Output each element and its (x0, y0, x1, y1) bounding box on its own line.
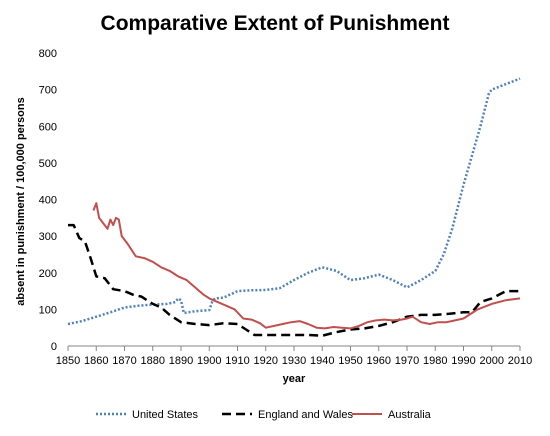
y-tick-label: 100 (39, 304, 57, 316)
x-axis-label: year (283, 373, 306, 385)
x-tick-label: 1980 (423, 355, 447, 367)
x-tick-label: 1930 (282, 355, 306, 367)
y-tick-label: 400 (39, 195, 57, 207)
legend-label: United States (132, 409, 199, 421)
y-tick-label: 800 (39, 48, 57, 60)
x-tick-label: 1880 (141, 355, 165, 367)
x-tick-label: 1900 (197, 355, 221, 367)
y-tick-label: 600 (39, 121, 57, 133)
y-axis-ticks: 0 100 200 300 400 500 600 700 800 (39, 48, 57, 353)
y-tick-label: 200 (39, 268, 57, 280)
series-line-england-and-wales (68, 223, 520, 337)
legend-label: Australia (388, 409, 432, 421)
x-tick-label: 1940 (310, 355, 334, 367)
series-line-united-states (67, 77, 521, 326)
x-tick-label: 1950 (338, 355, 362, 367)
x-tick-label: 1870 (112, 355, 136, 367)
y-tick-label: 500 (39, 158, 57, 170)
y-tick-label: 300 (39, 231, 57, 243)
x-tick-label: 1910 (225, 355, 249, 367)
chart-title: Comparative Extent of Punishment (101, 12, 450, 35)
x-tick-label: 1890 (169, 355, 193, 367)
x-tick-label: 1850 (56, 355, 80, 367)
series-line-australia (92, 202, 521, 330)
y-tick-label: 700 (39, 85, 57, 97)
legend-label: England and Wales (258, 409, 353, 421)
x-tick-label: 2010 (508, 355, 532, 367)
x-tick-label: 1920 (254, 355, 278, 367)
y-tick-label: 0 (51, 341, 57, 353)
series-lines (67, 77, 521, 337)
x-tick-label: 2000 (480, 355, 504, 367)
y-axis-label: absent in punishment / 100,000 persons (15, 97, 27, 305)
x-axis-ticks: 1850 1860 1870 1880 1890 1900 1910 1920 1930 1940… (56, 346, 532, 367)
x-tick-label: 1970 (395, 355, 419, 367)
legend: United States England and Wales Australia (96, 409, 432, 421)
x-tick-label: 1960 (367, 355, 391, 367)
x-tick-label: 1990 (451, 355, 475, 367)
x-tick-label: 1860 (84, 355, 108, 367)
